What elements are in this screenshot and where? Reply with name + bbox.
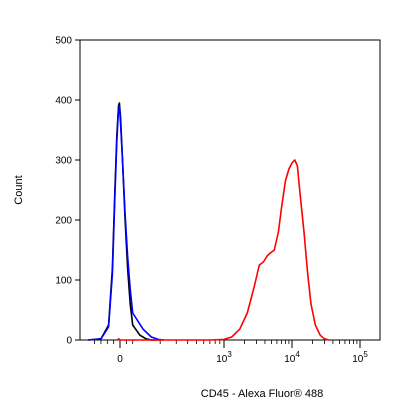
y-tick-label: 500 (55, 36, 72, 47)
plot-frame (79, 39, 381, 341)
x-tick-base: 10 (284, 354, 296, 365)
y-axis-label: Count (13, 175, 25, 204)
x-tick-label: 104 (284, 350, 300, 365)
x-axis: 0 103 104 105 (94, 340, 368, 365)
y-tick-label: 400 (55, 96, 72, 107)
series-line-1 (88, 105, 165, 341)
y-tick-label: 100 (55, 276, 72, 287)
series-line-0 (88, 102, 161, 341)
x-tick-base: 0 (117, 354, 123, 365)
x-tick-label: 103 (216, 350, 232, 365)
x-tick-exponent: 3 (227, 350, 232, 359)
x-tick-base: 10 (352, 354, 364, 365)
y-tick-label: 0 (66, 336, 72, 347)
y-tick-label: 300 (55, 156, 72, 167)
x-tick-exponent: 5 (363, 350, 368, 359)
series-layer (88, 102, 330, 341)
series-line-2 (116, 159, 330, 341)
x-tick-label: 0 (117, 354, 123, 365)
x-tick-base: 10 (216, 354, 228, 365)
x-tick-label: 105 (352, 350, 368, 365)
y-axis: 0 100 200 300 400 500 (55, 36, 80, 347)
y-tick-label: 200 (55, 216, 72, 227)
x-axis-label: CD45 - Alexa Fluor® 488 (201, 388, 323, 400)
x-tick-exponent: 4 (295, 350, 300, 359)
